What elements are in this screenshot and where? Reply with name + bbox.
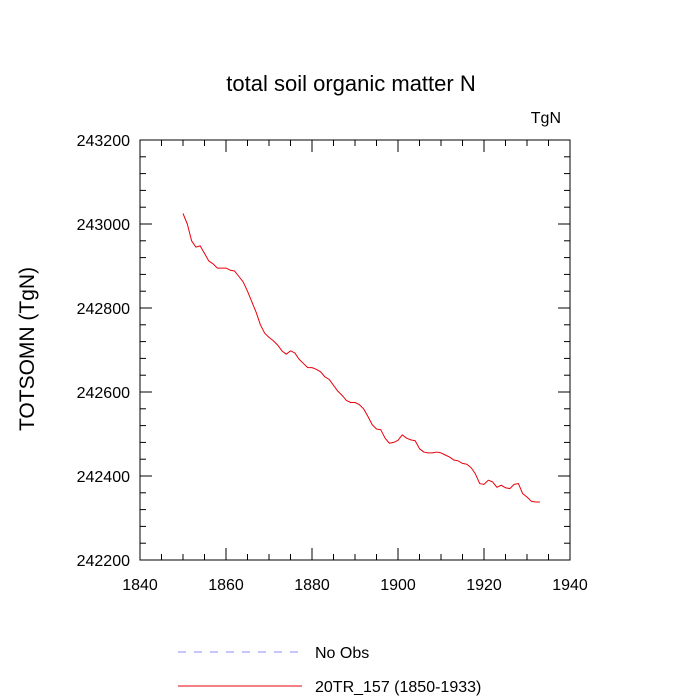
y-tick-label: 242600 bbox=[77, 385, 130, 402]
x-tick-label: 1920 bbox=[466, 577, 502, 594]
y-tick-label: 243000 bbox=[77, 217, 130, 234]
tick-labels: 1840 1860 1880 1900 1920 1940 242200 242400 2426… bbox=[77, 133, 588, 594]
plot-frame bbox=[139, 139, 571, 561]
legend-label-20tr-157: 20TR_157 (1850-1933) bbox=[315, 679, 481, 696]
legend: No Obs 20TR_157 (1850-1933) bbox=[178, 645, 481, 696]
y-tick-label: 242400 bbox=[77, 469, 130, 486]
y-tick-label: 242800 bbox=[77, 301, 130, 318]
x-tick-label: 1860 bbox=[208, 577, 244, 594]
x-tick-label: 1840 bbox=[122, 577, 158, 594]
series-lines bbox=[182, 213, 540, 503]
axis-ticks bbox=[139, 139, 571, 561]
y-tick-label: 243200 bbox=[77, 133, 130, 150]
y-axis-label: TOTSOMN (TgN) bbox=[16, 267, 39, 431]
x-tick-label: 1940 bbox=[552, 577, 588, 594]
x-tick-label: 1900 bbox=[380, 577, 416, 594]
units-label: TgN bbox=[531, 110, 561, 127]
y-tick-label: 242200 bbox=[77, 553, 130, 570]
legend-label-no-obs: No Obs bbox=[315, 645, 369, 662]
x-tick-label: 1880 bbox=[294, 577, 330, 594]
series-line-20tr-157-1850-1933 bbox=[182, 213, 540, 503]
chart-title: total soil organic matter N bbox=[226, 71, 475, 96]
